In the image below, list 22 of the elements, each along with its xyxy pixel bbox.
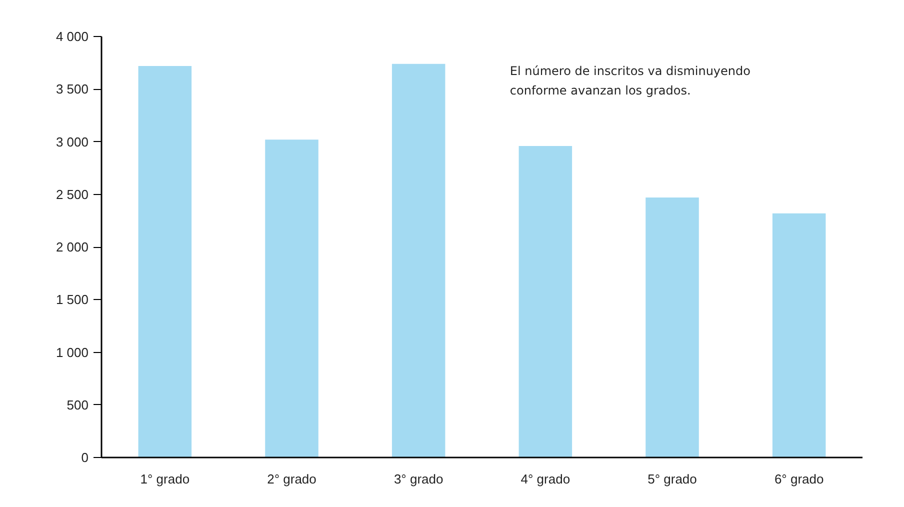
y-tick-label: 1 500	[56, 292, 89, 308]
x-tick-label: 5° grado	[648, 472, 697, 486]
y-tick-label: 2 500	[56, 186, 89, 202]
annotation: El número de inscritos va disminuyendo conforme avanzan los grados.	[510, 64, 750, 98]
y-tick-label: 1 000	[56, 344, 89, 360]
y-tick-label: 2 000	[56, 240, 89, 254]
y-tick-label: 0	[81, 450, 89, 465]
bar	[772, 213, 826, 458]
bar	[265, 140, 318, 458]
x-tick-label: 1° grado	[140, 472, 190, 486]
x-tick-label: 6° grado	[774, 472, 824, 486]
y-tick-label: 4 000	[56, 29, 89, 44]
y-tick-label: 3 000	[56, 134, 89, 150]
x-tick-label: 4° grado	[520, 472, 570, 486]
bar	[646, 198, 699, 458]
bar	[392, 64, 446, 458]
y-tick-label: 500	[66, 397, 89, 412]
y-tick-label: 3 500	[56, 82, 89, 97]
bar	[138, 66, 192, 458]
x-tick-label: 2° grado	[267, 472, 316, 486]
x-tick-label: 3° grado	[394, 472, 444, 486]
bar	[518, 146, 572, 458]
